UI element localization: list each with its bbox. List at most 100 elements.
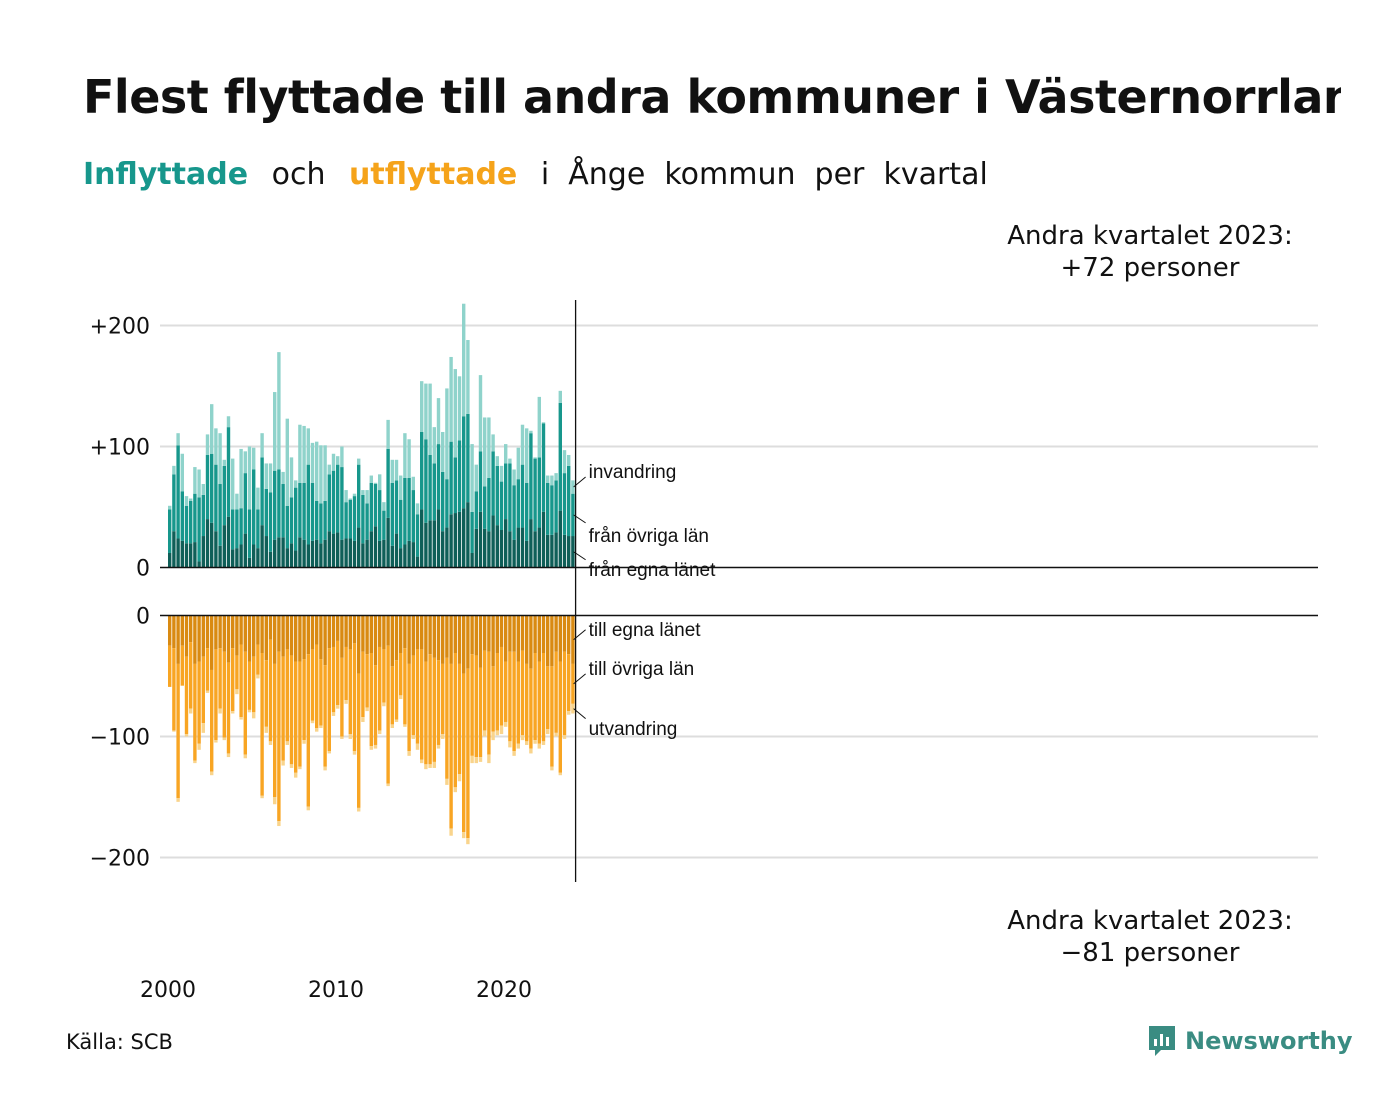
bar-in-segment <box>462 303 466 417</box>
bar-in-segment <box>184 505 189 544</box>
bar-in-segment <box>180 453 184 492</box>
bar-out-segment <box>491 666 495 732</box>
bar-out-segment <box>189 615 193 643</box>
bar-in-segment <box>247 509 252 558</box>
bar-out-segment <box>369 653 373 747</box>
bar-out-segment <box>478 615 483 668</box>
bar-out-segment <box>273 663 277 797</box>
bar-out-segment <box>512 751 516 756</box>
bar-in-segment <box>541 511 546 568</box>
bar-out-segment <box>348 615 352 650</box>
bar-in-segment <box>567 536 571 568</box>
bar-in-segment <box>499 481 504 530</box>
bar-in-segment <box>386 448 390 518</box>
bar-out-segment <box>466 668 470 839</box>
bar-out-segment <box>508 615 512 652</box>
bar-in-segment <box>567 454 571 466</box>
bar-out-segment <box>189 642 193 709</box>
bar-in-segment <box>252 544 256 568</box>
bar-out-segment <box>176 663 180 799</box>
bar-in-segment <box>172 474 176 532</box>
bar-out-segment <box>172 730 176 732</box>
bar-out-segment <box>172 615 176 649</box>
callout-bottom-line1: Andra kvartalet 2023: <box>1007 906 1293 936</box>
bar-out-segment <box>323 615 327 666</box>
bar-in-segment <box>474 528 478 568</box>
bar-out-segment <box>562 615 567 652</box>
bar-in-segment <box>214 428 218 465</box>
bar-out-segment <box>226 753 231 758</box>
bar-out-segment <box>361 615 365 652</box>
bar-in-segment <box>399 499 403 549</box>
bar-out-segment <box>478 667 483 758</box>
bar-out-segment <box>285 615 289 650</box>
bar-in-segment <box>302 425 306 483</box>
bar-out-segment <box>361 651 365 718</box>
y-tick-top: 0 <box>136 557 150 582</box>
callout-top-line2: +72 personer <box>1060 253 1240 283</box>
bar-in-segment <box>357 464 361 528</box>
bar-out-segment <box>487 651 491 755</box>
bar-out-segment <box>210 669 214 772</box>
bar-in-segment <box>184 496 189 506</box>
bar-out-segment <box>537 661 541 744</box>
bar-out-segment <box>382 702 386 707</box>
bar-out-segment <box>319 725 323 729</box>
bar-out-segment <box>365 654 369 708</box>
y-tick-top: +200 <box>90 315 150 340</box>
callout-top: Andra kvartalet 2023: +72 personer <box>970 220 1330 284</box>
bar-in-segment <box>327 464 331 475</box>
bar-out-segment <box>382 615 386 650</box>
bar-out-segment <box>176 798 180 802</box>
bar-in-segment <box>323 445 327 501</box>
bar-out-segment <box>184 734 189 737</box>
bar-in-segment <box>382 510 386 540</box>
bar-in-segment <box>298 482 302 538</box>
bar-out-segment <box>344 700 348 704</box>
bar-in-segment <box>340 539 344 568</box>
bar-out-segment <box>336 615 340 641</box>
bar-in-segment <box>546 482 550 535</box>
bar-out-segment <box>294 661 298 773</box>
bar-out-segment <box>315 728 319 732</box>
bar-out-segment <box>558 661 562 773</box>
bar-out-segment <box>331 646 336 713</box>
x-tick-label: 2010 <box>308 978 364 1003</box>
bar-out-segment <box>323 766 327 771</box>
bar-out-segment <box>512 615 516 652</box>
annotation-leader <box>573 514 586 524</box>
bar-out-segment <box>466 615 470 669</box>
bar-out-segment <box>558 615 562 662</box>
bar-in-segment <box>172 531 176 568</box>
bar-out-segment <box>168 645 172 687</box>
bar-out-segment <box>453 653 457 788</box>
bar-out-segment <box>197 615 201 662</box>
bar-in-segment <box>310 540 315 568</box>
bar-in-segment <box>508 531 512 568</box>
bar-in-segment <box>180 540 184 568</box>
bar-out-segment <box>508 651 512 742</box>
bar-in-segment <box>361 490 365 495</box>
bar-in-segment <box>571 480 575 494</box>
bar-out-segment <box>357 807 361 812</box>
bar-in-segment <box>537 457 541 528</box>
callout-bottom: Andra kvartalet 2023: −81 personer <box>970 905 1330 969</box>
bar-in-segment <box>243 533 247 568</box>
bar-in-segment <box>268 551 273 568</box>
bar-in-segment <box>310 442 315 483</box>
bar-in-segment <box>436 444 441 510</box>
bar-in-segment <box>403 544 407 568</box>
bar-out-segment <box>294 615 298 662</box>
bar-in-segment <box>491 434 495 452</box>
source-label: Källa: SCB <box>66 1030 173 1054</box>
bar-out-segment <box>306 654 310 807</box>
bar-in-segment <box>558 510 562 568</box>
bar-in-segment <box>289 543 294 568</box>
annotation-label: utvandring <box>589 719 678 740</box>
bar-in-segment <box>491 515 495 568</box>
bar-out-segment <box>197 743 201 750</box>
bar-in-segment <box>289 497 294 544</box>
bar-out-segment <box>541 653 546 742</box>
bar-in-segment <box>344 490 348 503</box>
